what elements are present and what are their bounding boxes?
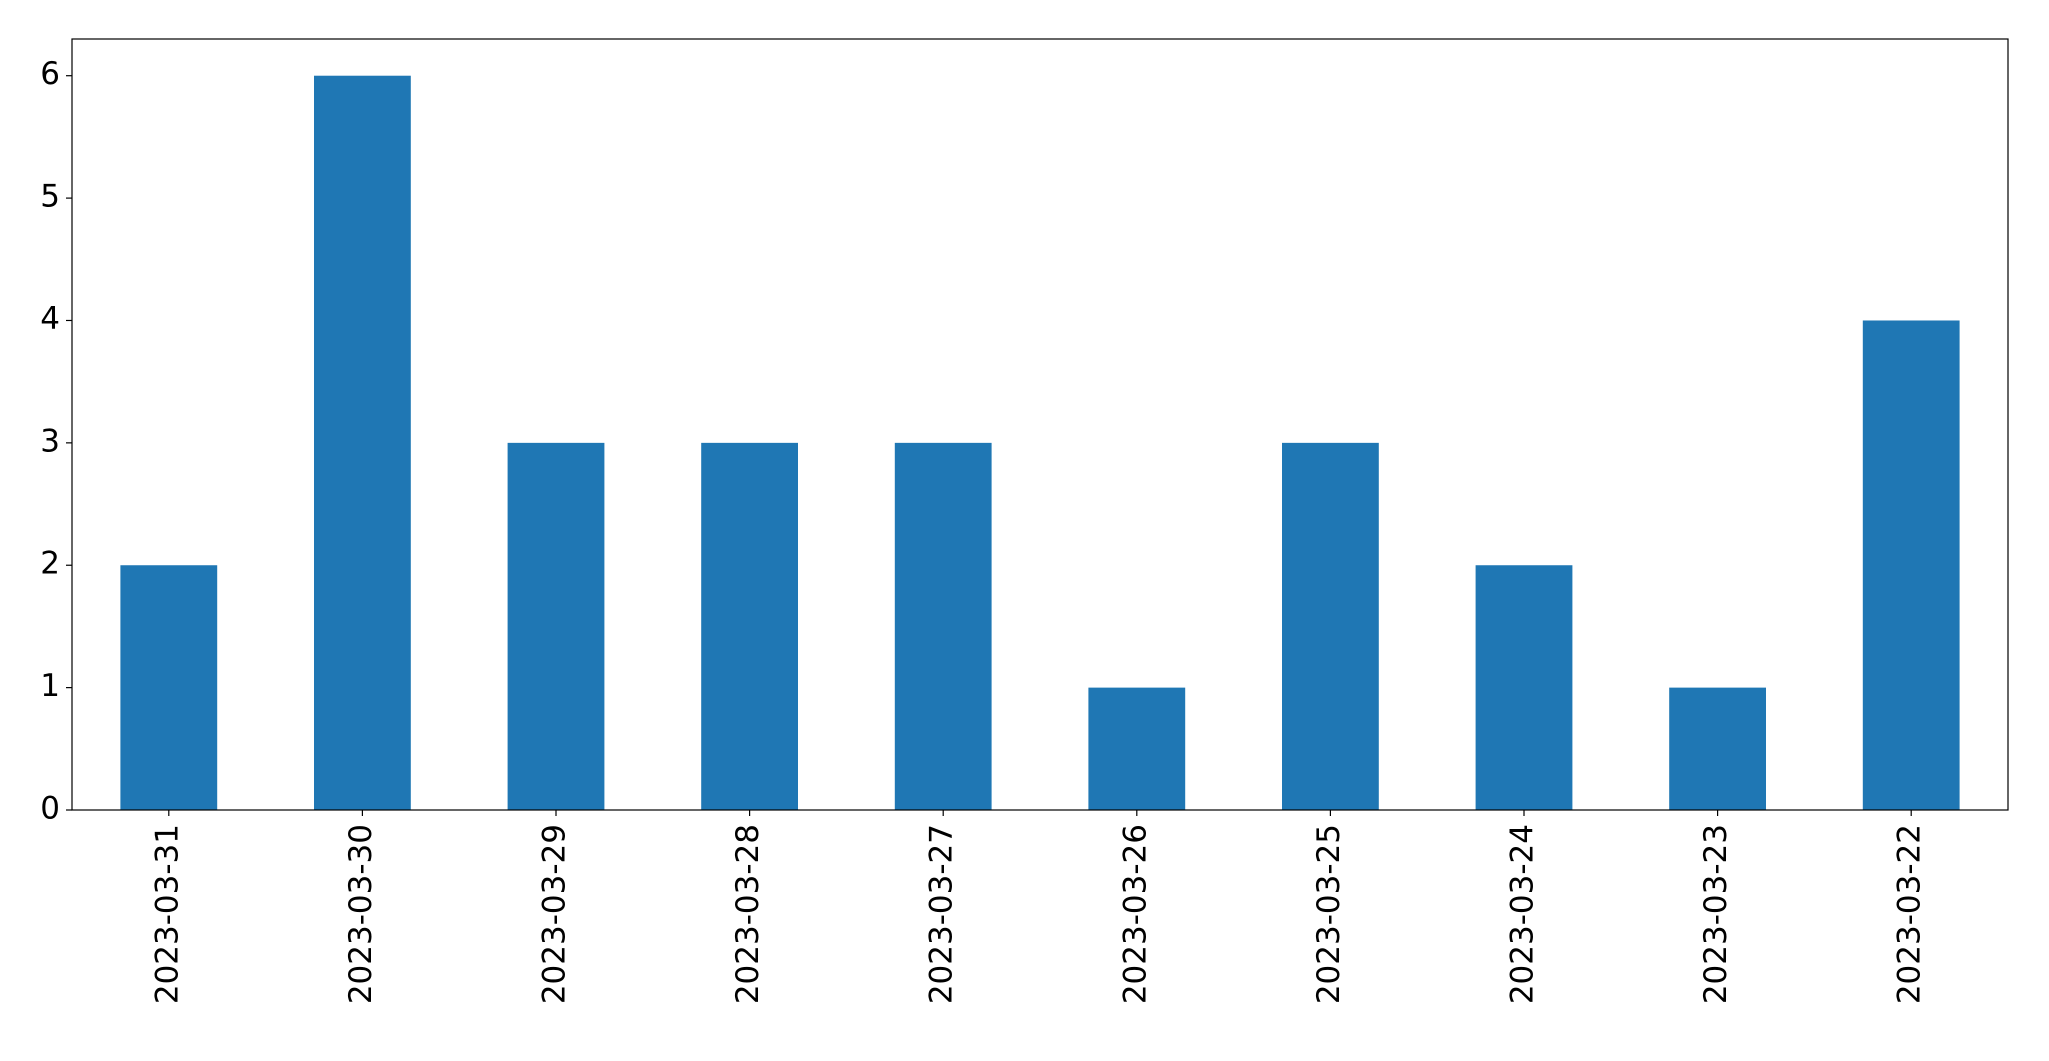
x-tick-label: 2023-03-30 (343, 824, 379, 1004)
bar (701, 442, 798, 810)
plot-frame (71, 38, 2009, 811)
bar (120, 565, 218, 810)
x-tick-label: 2023-03-31 (149, 824, 185, 1004)
bar (894, 442, 992, 810)
x-tick-label: 2023-03-26 (1117, 824, 1153, 1004)
bar (1669, 687, 1766, 810)
y-tick-label: 5 (40, 179, 60, 215)
y-tick-label: 2 (40, 546, 60, 582)
x-tick-label: 2023-03-24 (1505, 824, 1541, 1004)
x-tick-label: 2023-03-29 (537, 824, 573, 1004)
bar (1088, 687, 1186, 810)
x-tick-label: 2023-03-28 (730, 824, 766, 1004)
y-tick-label: 0 (40, 791, 60, 827)
y-tick-label: 6 (40, 56, 60, 92)
bar (1282, 442, 1379, 810)
bar (314, 75, 411, 810)
y-tick-label: 1 (40, 668, 60, 704)
y-tick-label: 4 (40, 301, 60, 337)
x-tick-label: 2023-03-27 (924, 824, 960, 1004)
bar (1862, 320, 1960, 810)
bar (507, 442, 605, 810)
y-tick-label: 3 (40, 423, 60, 459)
bar (1475, 565, 1573, 810)
x-tick-label: 2023-03-25 (1311, 824, 1347, 1004)
x-tick-label: 2023-03-22 (1892, 824, 1928, 1004)
x-tick-label: 2023-03-23 (1698, 824, 1734, 1004)
